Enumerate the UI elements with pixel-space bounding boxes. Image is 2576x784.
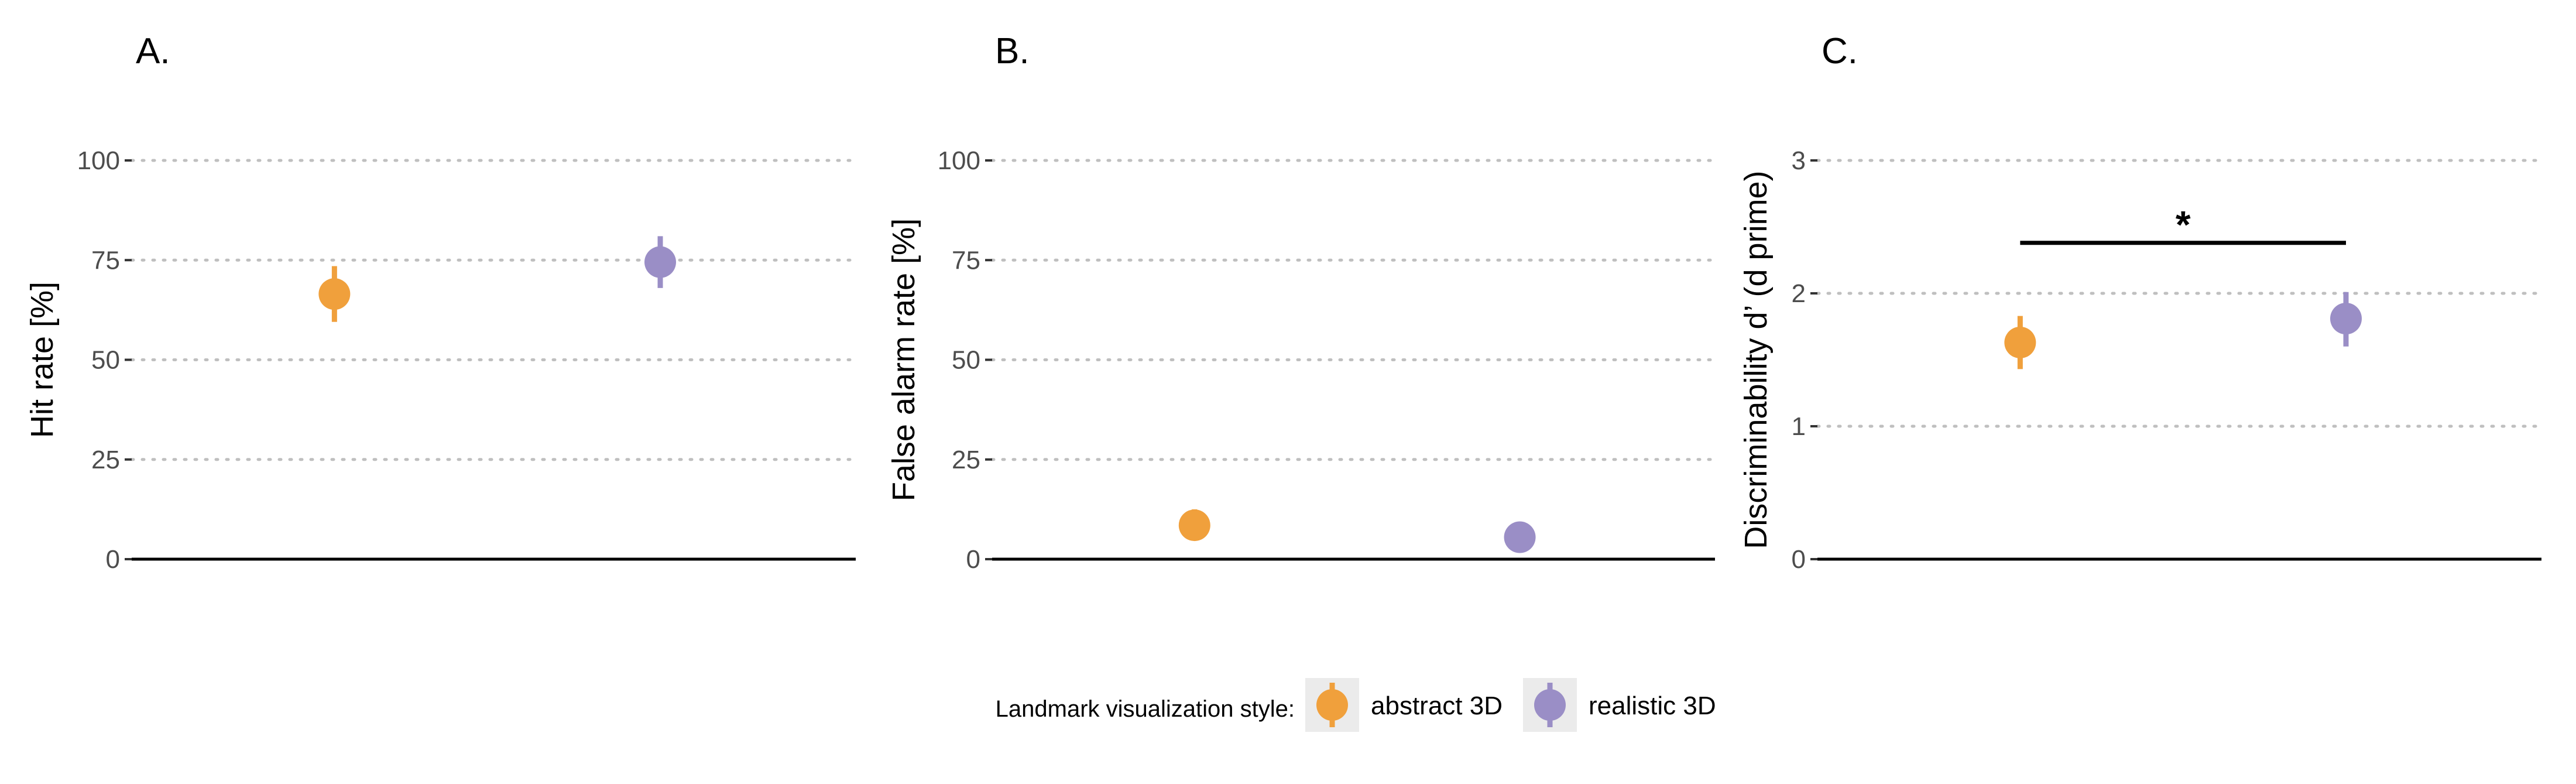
- y-tick-label: 0: [966, 545, 980, 574]
- panel-letter: A.: [136, 31, 170, 71]
- y-tick-label: 25: [91, 446, 120, 474]
- y-tick-label: 2: [1792, 279, 1806, 308]
- chart-panel: A. 0 25 50 75 100 Hit rate [%]: [25, 31, 857, 574]
- y-tick-label: 25: [952, 446, 980, 474]
- chart-panels: A. 0 25 50 75 100 Hit rate [%] B. 0 25 50 75 100 Fals…: [25, 31, 2543, 574]
- y-tick-label: 100: [77, 146, 120, 175]
- y-tick-label: 0: [1792, 545, 1806, 574]
- y-tick-label: 0: [106, 545, 120, 574]
- legend-title: Landmark visualization style:: [996, 696, 1295, 722]
- y-tick-label: 75: [952, 246, 980, 275]
- y-axis-title: Discriminability d’ (d prime): [1738, 170, 1774, 549]
- data-point-realistic-3d: [644, 236, 677, 288]
- point-marker: [2004, 326, 2036, 358]
- legend-key-dot: [1534, 689, 1566, 721]
- legend-key-dot: [1316, 689, 1348, 721]
- panel-letter: C.: [1822, 31, 1858, 71]
- data-point-abstract-3d: [2004, 316, 2036, 369]
- legend-entry-abstract-3d: abstract 3D: [1305, 678, 1503, 732]
- y-axis-title: False alarm rate [%]: [886, 218, 921, 501]
- point-marker: [2330, 303, 2362, 335]
- significance-label: *: [2176, 203, 2191, 247]
- y-tick-label: 100: [938, 146, 980, 175]
- y-axis-title: Hit rate [%]: [25, 282, 60, 438]
- legend-entry-realistic-3d: realistic 3D: [1523, 678, 1716, 732]
- y-tick-label: 1: [1792, 412, 1806, 441]
- legend-label: abstract 3D: [1371, 691, 1503, 720]
- point-marker: [644, 246, 677, 278]
- point-marker: [318, 278, 351, 310]
- y-tick-label: 50: [952, 346, 980, 375]
- legend-label: realistic 3D: [1589, 691, 1716, 720]
- y-tick-label: 3: [1792, 146, 1806, 175]
- data-point-realistic-3d: [2330, 292, 2362, 347]
- chart-panel: B. 0 25 50 75 100 False alarm rate [%]: [886, 31, 1717, 574]
- chart-panel: C. 0 1 2 3 Discriminability d’ (d prime) *: [1738, 31, 2543, 574]
- data-point-realistic-3d: [1504, 521, 1536, 553]
- panel-letter: B.: [995, 31, 1030, 71]
- legend: Landmark visualization style: abstract 3…: [996, 678, 1716, 732]
- data-point-abstract-3d: [318, 266, 351, 322]
- point-marker: [1178, 509, 1210, 542]
- y-tick-label: 75: [91, 246, 120, 275]
- data-point-abstract-3d: [1178, 509, 1210, 542]
- point-marker: [1504, 521, 1536, 553]
- y-tick-label: 50: [91, 346, 120, 375]
